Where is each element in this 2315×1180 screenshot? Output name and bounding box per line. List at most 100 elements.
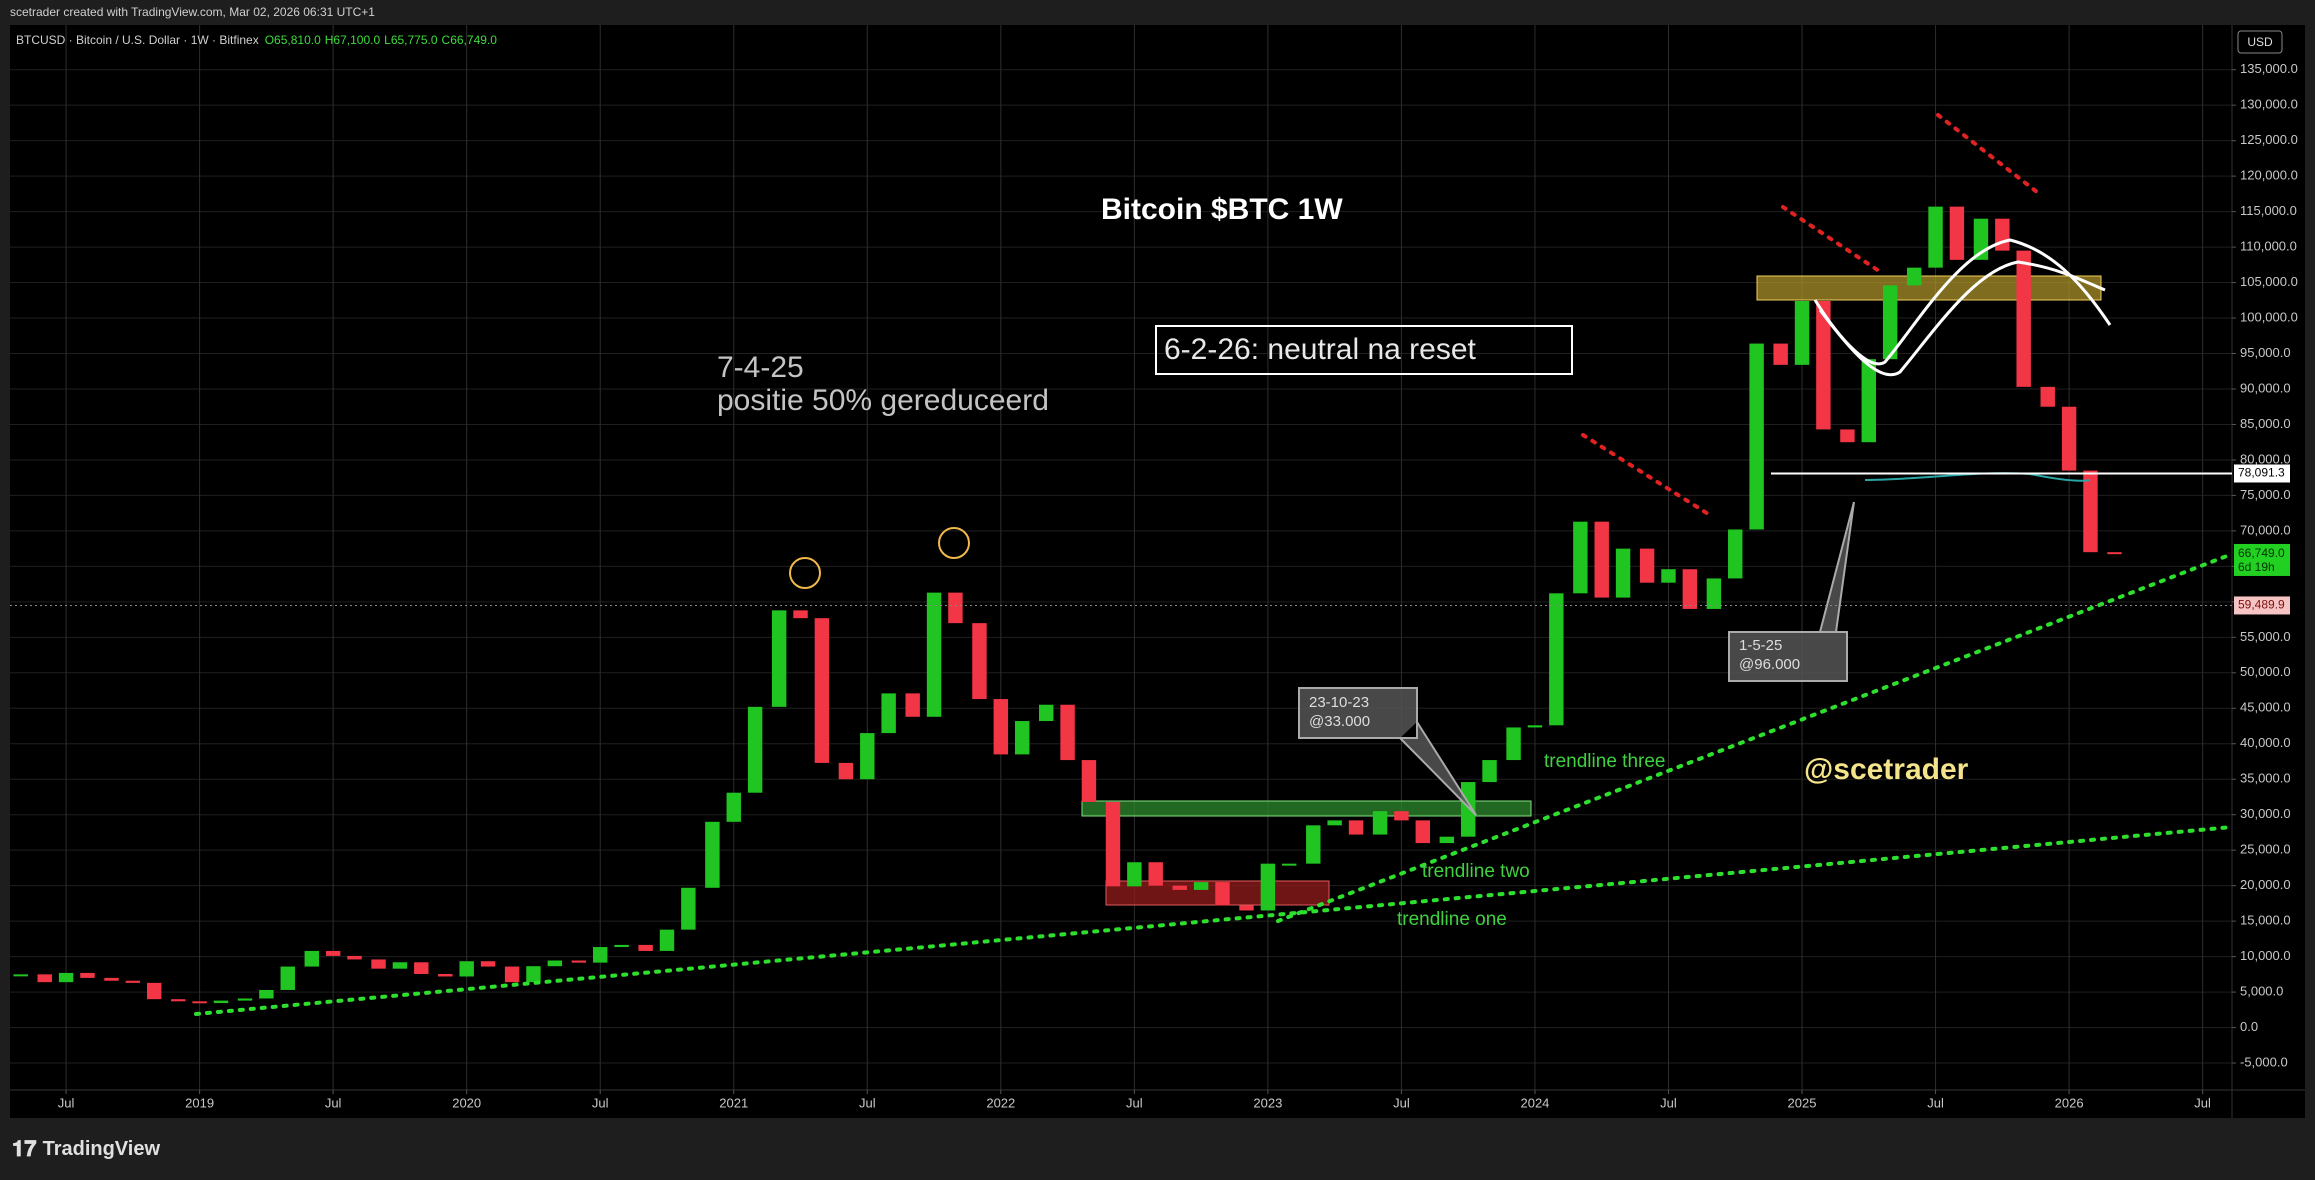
- resistance-zone: [1756, 275, 2102, 301]
- candle: [2061, 406, 2077, 471]
- y-tick-label: 15,000.0: [2240, 913, 2291, 928]
- x-tick-label: Jul: [1393, 1095, 1410, 1110]
- candle: [571, 960, 587, 963]
- candle: [705, 821, 720, 888]
- candle: [480, 961, 496, 967]
- candle: [1506, 727, 1521, 761]
- candle: [1816, 301, 1831, 430]
- candle: [726, 792, 741, 822]
- countdown: 6d 19h: [2238, 560, 2275, 574]
- candle: [638, 944, 653, 951]
- x-tick-label: Jul: [1927, 1095, 1944, 1110]
- note-text: positie 50% gereduceerd: [717, 384, 1049, 417]
- y-tick-label: 115,000.0: [2240, 203, 2297, 218]
- candle: [104, 977, 119, 981]
- candle: [1794, 301, 1810, 365]
- ohlc-value: L65,775.0: [384, 33, 438, 47]
- callout-box: [1298, 687, 1477, 816]
- candle: [2016, 250, 2031, 387]
- candle: [1527, 725, 1543, 728]
- candle: [414, 962, 429, 974]
- candle: [1282, 863, 1297, 866]
- y-tick-label: 35,000.0: [2240, 771, 2291, 786]
- y-tick-label: 20,000.0: [2240, 877, 2291, 892]
- trendline-label: trendline three: [1544, 751, 1665, 772]
- currency: USD: [2247, 35, 2273, 49]
- x-tick-label: Jul: [325, 1095, 342, 1110]
- y-tick-label: 100,000.0: [2240, 309, 2298, 324]
- x-tick-label: 2025: [1788, 1095, 1817, 1110]
- last-price-tag: [2234, 543, 2290, 576]
- candle: [1594, 521, 1609, 598]
- candle: [1372, 811, 1388, 835]
- candle: [1840, 429, 1855, 443]
- candle: [1949, 206, 1965, 260]
- top-marker: [789, 557, 821, 589]
- note-date: 7-4-25: [717, 351, 804, 384]
- candle: [147, 982, 162, 1000]
- candle: [192, 1001, 207, 1004]
- candle: [659, 929, 675, 951]
- trendline-label: trendline two: [1422, 861, 1530, 882]
- callout-box: [1728, 501, 1855, 682]
- x-tick-label: 2020: [452, 1095, 481, 1110]
- candle: [926, 592, 942, 717]
- candle: [793, 610, 808, 619]
- candle: [1014, 721, 1030, 755]
- trendline-label: trendline one: [1397, 909, 1507, 930]
- plot-area: [10, 25, 2305, 1118]
- y-tick-label: 120,000.0: [2240, 168, 2298, 183]
- candle: [1394, 811, 1409, 821]
- candle: [2107, 552, 2122, 555]
- candle: [1639, 548, 1655, 583]
- x-tick-label: Jul: [58, 1095, 75, 1110]
- candle: [1615, 548, 1631, 598]
- candle: [37, 974, 52, 983]
- candle: [2083, 470, 2098, 553]
- candle: [1215, 882, 1230, 906]
- candle: [1327, 820, 1342, 826]
- candle: [860, 733, 875, 780]
- x-tick-label: Jul: [1126, 1095, 1143, 1110]
- candle: [1549, 593, 1564, 726]
- candle: [1081, 760, 1097, 802]
- y-tick-label: 80,000.0: [2240, 451, 2291, 466]
- candle: [1995, 218, 2010, 251]
- handle: @scetrader: [1804, 753, 1969, 786]
- trendline: [1276, 552, 2234, 923]
- y-tick-label: 50,000.0: [2240, 664, 2291, 679]
- brand-name: TradingView: [43, 1138, 161, 1160]
- y-tick-label: 130,000.0: [2240, 97, 2298, 112]
- candle: [593, 947, 608, 963]
- candle: [213, 1000, 229, 1004]
- candle: [526, 966, 541, 983]
- y-tick-label: 75,000.0: [2240, 487, 2291, 502]
- y-tick-label: 90,000.0: [2240, 380, 2291, 395]
- x-tick-label: 2022: [986, 1095, 1015, 1110]
- x-tick-label: Jul: [859, 1095, 876, 1110]
- candle: [58, 972, 74, 983]
- y-tick-label: 40,000.0: [2240, 735, 2291, 750]
- candle: [1172, 885, 1187, 890]
- candle: [171, 999, 186, 1002]
- price-tag-label: 78,091.3: [2238, 466, 2285, 480]
- y-tick-label: -5,000.0: [2240, 1054, 2288, 1069]
- trendline: [194, 825, 2234, 1016]
- candle: [1193, 882, 1209, 890]
- candle: [993, 699, 1009, 755]
- candle: [392, 962, 408, 969]
- y-tick-label: 95,000.0: [2240, 345, 2291, 360]
- candles: [13, 206, 2122, 1004]
- y-tick-label: 55,000.0: [2240, 629, 2291, 644]
- symbol: BTCUSD · Bitcoin / U.S. Dollar · 1W · Bi…: [16, 33, 497, 47]
- candle: [1148, 862, 1163, 886]
- candle: [1661, 569, 1676, 583]
- candle: [747, 706, 763, 793]
- candle: [771, 610, 787, 707]
- y-tick-label: 5,000.0: [2240, 984, 2283, 999]
- candle: [125, 980, 141, 983]
- candle: [1482, 760, 1497, 783]
- x-tick-label: Jul: [2194, 1095, 2211, 1110]
- resistance-dots: [1581, 433, 1715, 519]
- price-tag-label: 59,489.9: [2238, 598, 2285, 612]
